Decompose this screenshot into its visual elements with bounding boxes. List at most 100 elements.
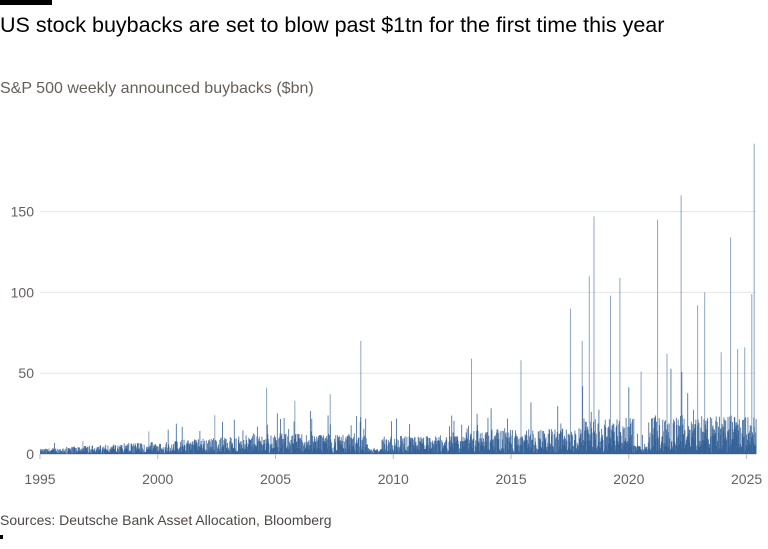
weekly-bar	[315, 449, 317, 454]
weekly-bar	[295, 434, 296, 454]
weekly-bar	[63, 450, 65, 454]
weekly-bar	[425, 436, 427, 454]
weekly-bar	[217, 448, 219, 454]
weekly-bar	[688, 426, 690, 454]
weekly-bar	[85, 446, 87, 454]
weekly-bar	[515, 430, 517, 454]
weekly-bar	[748, 442, 750, 454]
weekly-bar	[676, 424, 678, 454]
weekly-bar	[711, 427, 713, 454]
weekly-bar	[174, 441, 176, 454]
weekly-bar	[530, 434, 531, 454]
x-axis-ticks: 1995 2000 2005 2010 2015 2020 2025	[24, 454, 762, 487]
weekly-bar	[558, 433, 560, 454]
weekly-bar	[307, 444, 309, 454]
weekly-bar	[533, 444, 535, 454]
weekly-bar	[614, 450, 616, 454]
weekly-bar	[194, 440, 196, 454]
weekly-bar	[463, 446, 465, 454]
weekly-bar	[483, 445, 485, 454]
weekly-bar	[708, 447, 710, 454]
weekly-bar	[377, 451, 379, 454]
weekly-bar	[389, 449, 391, 454]
weekly-bar	[379, 451, 381, 454]
weekly-bar	[54, 442, 55, 454]
weekly-bar	[178, 449, 180, 454]
weekly-bar	[49, 452, 51, 454]
weekly-bar	[612, 423, 614, 454]
weekly-bar	[583, 418, 585, 454]
weekly-bar	[318, 440, 320, 454]
weekly-bar	[558, 439, 560, 454]
weekly-bar	[676, 446, 678, 454]
weekly-bar	[191, 444, 193, 454]
weekly-bar	[574, 433, 576, 454]
weekly-bar	[211, 449, 213, 454]
weekly-bar	[577, 446, 579, 454]
weekly-bar	[368, 448, 370, 454]
weekly-bar	[566, 450, 568, 454]
weekly-bar	[266, 424, 268, 454]
weekly-bar	[575, 434, 577, 454]
weekly-bar	[260, 451, 262, 454]
peak-bar	[82, 441, 84, 454]
weekly-bar	[119, 444, 121, 454]
weekly-bar	[722, 426, 724, 454]
weekly-bar	[747, 434, 749, 454]
weekly-bar	[710, 452, 712, 454]
weekly-bar	[516, 436, 517, 454]
weekly-bar	[295, 433, 297, 454]
weekly-bar	[400, 448, 402, 454]
weekly-bar	[729, 416, 731, 454]
weekly-bar	[184, 445, 186, 454]
weekly-bar	[218, 444, 219, 454]
weekly-bar	[576, 442, 578, 454]
weekly-bar	[83, 451, 84, 454]
weekly-bar	[252, 446, 254, 454]
weekly-bar	[464, 440, 466, 454]
weekly-bar	[106, 451, 108, 454]
weekly-bar	[94, 451, 96, 454]
weekly-bar	[130, 450, 132, 454]
weekly-bar	[561, 432, 563, 454]
weekly-bar	[191, 444, 193, 454]
weekly-bar	[323, 440, 325, 454]
weekly-bar	[285, 447, 287, 454]
weekly-bar	[577, 444, 579, 454]
weekly-bar	[640, 449, 642, 454]
weekly-bar	[172, 450, 174, 454]
weekly-bar	[350, 450, 352, 454]
weekly-bar	[401, 441, 403, 454]
weekly-bar	[466, 435, 468, 454]
weekly-bar	[741, 446, 743, 454]
weekly-bar	[53, 449, 55, 454]
weekly-bar	[299, 447, 301, 454]
weekly-bar	[559, 433, 561, 454]
weekly-bar	[589, 434, 591, 454]
weekly-bar	[275, 440, 277, 454]
weekly-bar	[459, 452, 461, 454]
weekly-bar	[644, 448, 646, 454]
weekly-bar	[314, 442, 316, 454]
weekly-bar	[124, 448, 126, 454]
weekly-bar	[526, 439, 528, 454]
weekly-bar	[564, 435, 565, 454]
weekly-bar	[282, 439, 284, 454]
weekly-bar	[325, 443, 327, 454]
weekly-bar	[569, 441, 571, 454]
weekly-bar	[437, 441, 439, 454]
weekly-bar	[158, 450, 160, 454]
weekly-bar	[462, 436, 464, 454]
weekly-bar	[674, 421, 676, 454]
weekly-bar	[66, 453, 68, 454]
weekly-bar	[225, 442, 227, 454]
weekly-bar	[199, 447, 201, 454]
weekly-bar	[608, 443, 610, 454]
weekly-bar	[118, 446, 120, 454]
weekly-bar	[741, 433, 743, 454]
weekly-bar	[48, 451, 50, 454]
weekly-bar	[347, 435, 349, 454]
weekly-bar	[658, 438, 660, 454]
weekly-bar	[500, 451, 502, 454]
weekly-bar	[187, 440, 189, 454]
